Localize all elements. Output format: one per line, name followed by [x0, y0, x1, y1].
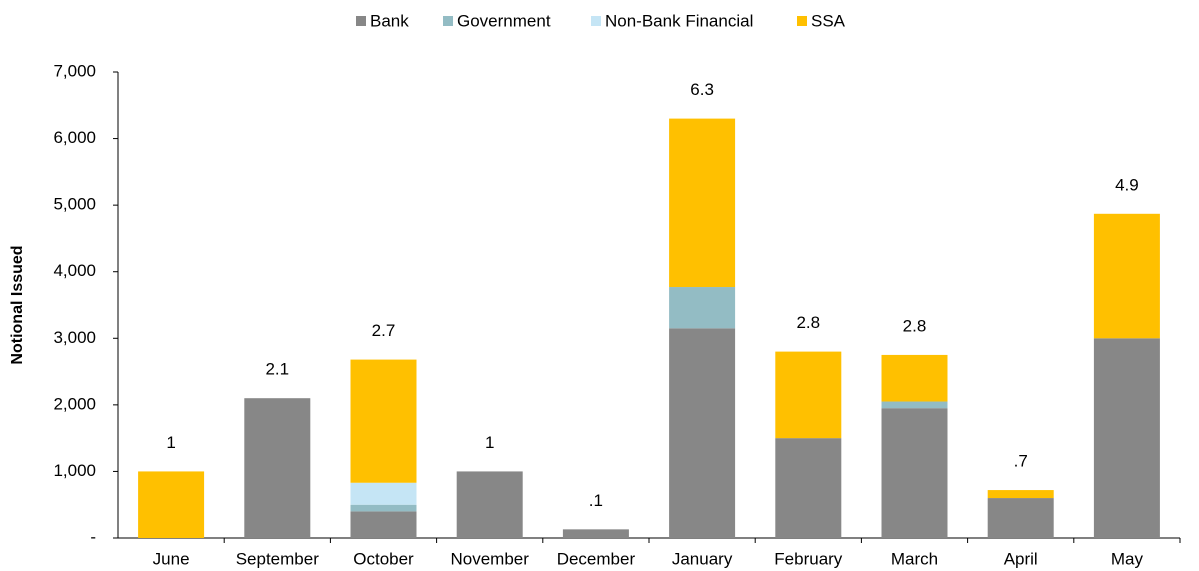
x-tick-label: November — [450, 549, 529, 568]
x-tick-label: September — [236, 549, 319, 568]
bar-segment — [669, 328, 736, 538]
total-label: 2.7 — [372, 321, 396, 340]
total-label: 1 — [166, 433, 175, 452]
legend-label: SSA — [811, 11, 846, 30]
bar-segment — [775, 438, 842, 538]
bar-segment — [987, 490, 1054, 499]
legend-label: Non-Bank Financial — [605, 11, 753, 30]
bar-segment — [669, 287, 736, 329]
bar-segment — [350, 359, 417, 483]
bar-segment — [350, 482, 417, 505]
legend-label: Bank — [370, 11, 409, 30]
total-label: 2.1 — [265, 360, 289, 379]
y-tick-label: 2,000 — [53, 394, 96, 413]
bar-segment — [881, 408, 948, 538]
y-tick-label: 5,000 — [53, 195, 96, 214]
x-tick-label: December — [557, 549, 636, 568]
bar-segment — [669, 118, 736, 288]
total-label: .1 — [589, 491, 603, 510]
total-label: 1 — [485, 433, 494, 452]
y-tick-label: 7,000 — [53, 61, 96, 80]
y-tick-label: 1,000 — [53, 461, 96, 480]
x-tick-label: May — [1111, 549, 1144, 568]
x-tick-label: February — [774, 549, 843, 568]
bar-segment — [881, 401, 948, 409]
y-tick-label: - — [90, 527, 96, 546]
y-tick-label: 3,000 — [53, 328, 96, 347]
total-label: 4.9 — [1115, 175, 1139, 194]
y-tick-label: 4,000 — [53, 261, 96, 280]
y-axis-label: Notional Issued — [9, 245, 26, 364]
bar-segment — [562, 529, 629, 538]
x-tick-label: October — [353, 549, 414, 568]
legend-swatch — [797, 16, 807, 26]
bar-segment — [1093, 213, 1160, 339]
bar-segment — [1093, 338, 1160, 538]
total-label: 2.8 — [796, 313, 820, 332]
legend-swatch — [443, 16, 453, 26]
total-label: 6.3 — [690, 80, 714, 99]
legend-swatch — [356, 16, 366, 26]
bar-segment — [881, 354, 948, 402]
x-tick-label: January — [672, 549, 733, 568]
x-tick-label: March — [891, 549, 938, 568]
y-tick-label: 6,000 — [53, 128, 96, 147]
bar-segment — [350, 511, 417, 538]
x-tick-label: April — [1004, 549, 1038, 568]
bar-segment — [775, 351, 842, 439]
legend-label: Government — [457, 11, 551, 30]
legend-swatch — [591, 16, 601, 26]
x-tick-label: June — [153, 549, 190, 568]
total-label: 2.8 — [903, 316, 927, 335]
total-label: .7 — [1014, 452, 1028, 471]
bar-segment — [138, 471, 205, 538]
bar-segment — [456, 471, 523, 538]
bar-segment — [350, 504, 417, 512]
bar-segment — [987, 498, 1054, 538]
bar-segment — [244, 398, 311, 538]
